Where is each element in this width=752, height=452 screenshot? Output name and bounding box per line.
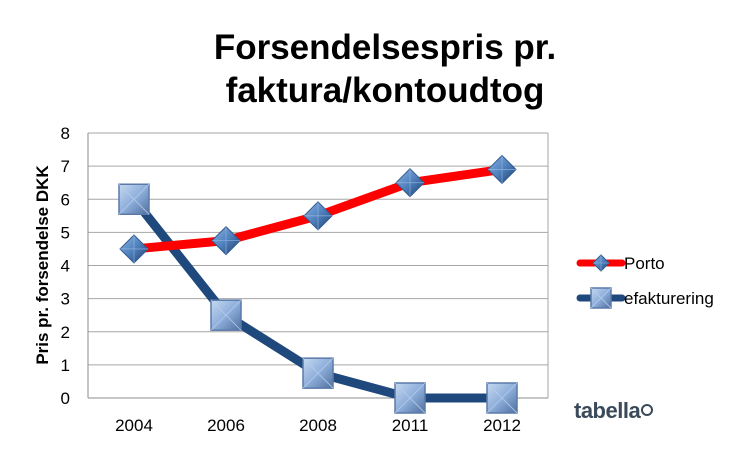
x-tick-label-2006: 2006 [207, 416, 245, 435]
point-Porto-2012 [487, 154, 517, 185]
point-efakturering-2006 [210, 299, 242, 331]
y-tick-label-5: 5 [61, 223, 70, 242]
x-tick-label-2004: 2004 [115, 416, 153, 435]
legend-marker-efakturering [590, 287, 612, 309]
x-tick-label-2012: 2012 [483, 416, 521, 435]
point-Porto-2006 [211, 225, 241, 256]
y-tick-label-7: 7 [61, 157, 70, 176]
tabella-logo: tabella [574, 398, 654, 424]
point-Porto-2004 [119, 234, 149, 264]
point-efakturering-2008 [302, 357, 334, 389]
legend-label-efakturering: efakturering [624, 289, 714, 308]
point-efakturering-2011 [394, 382, 426, 414]
y-tick-label-8: 8 [61, 124, 70, 143]
x-tick-label-2011: 2011 [392, 416, 429, 435]
y-tick-label-4: 4 [61, 257, 70, 276]
legend-marker-Porto [592, 254, 610, 272]
chart-title-line-1: Forsendelsespris pr. [213, 28, 557, 67]
chart-title-line-2: faktura/kontoudtog [225, 71, 545, 110]
y-axis-label: Pris pr. forsendelse DKK [33, 165, 52, 365]
y-tick-label-0: 0 [61, 389, 70, 408]
point-Porto-2008 [303, 201, 333, 231]
x-tick-label-2008: 2008 [299, 416, 337, 435]
logo-mark-icon [641, 404, 654, 416]
point-Porto-2011 [395, 167, 425, 198]
y-tick-label-6: 6 [61, 190, 70, 209]
y-tick-label-3: 3 [61, 290, 70, 309]
point-efakturering-2004 [118, 183, 150, 215]
y-tick-label-2: 2 [61, 323, 70, 342]
legend-label-Porto: Porto [624, 254, 665, 273]
logo-text: tabella [574, 398, 641, 423]
point-efakturering-2012 [486, 382, 518, 414]
chart-title: Forsendelsespris pr. faktura/kontoudtog [180, 26, 590, 112]
y-tick-label-1: 1 [61, 356, 70, 375]
